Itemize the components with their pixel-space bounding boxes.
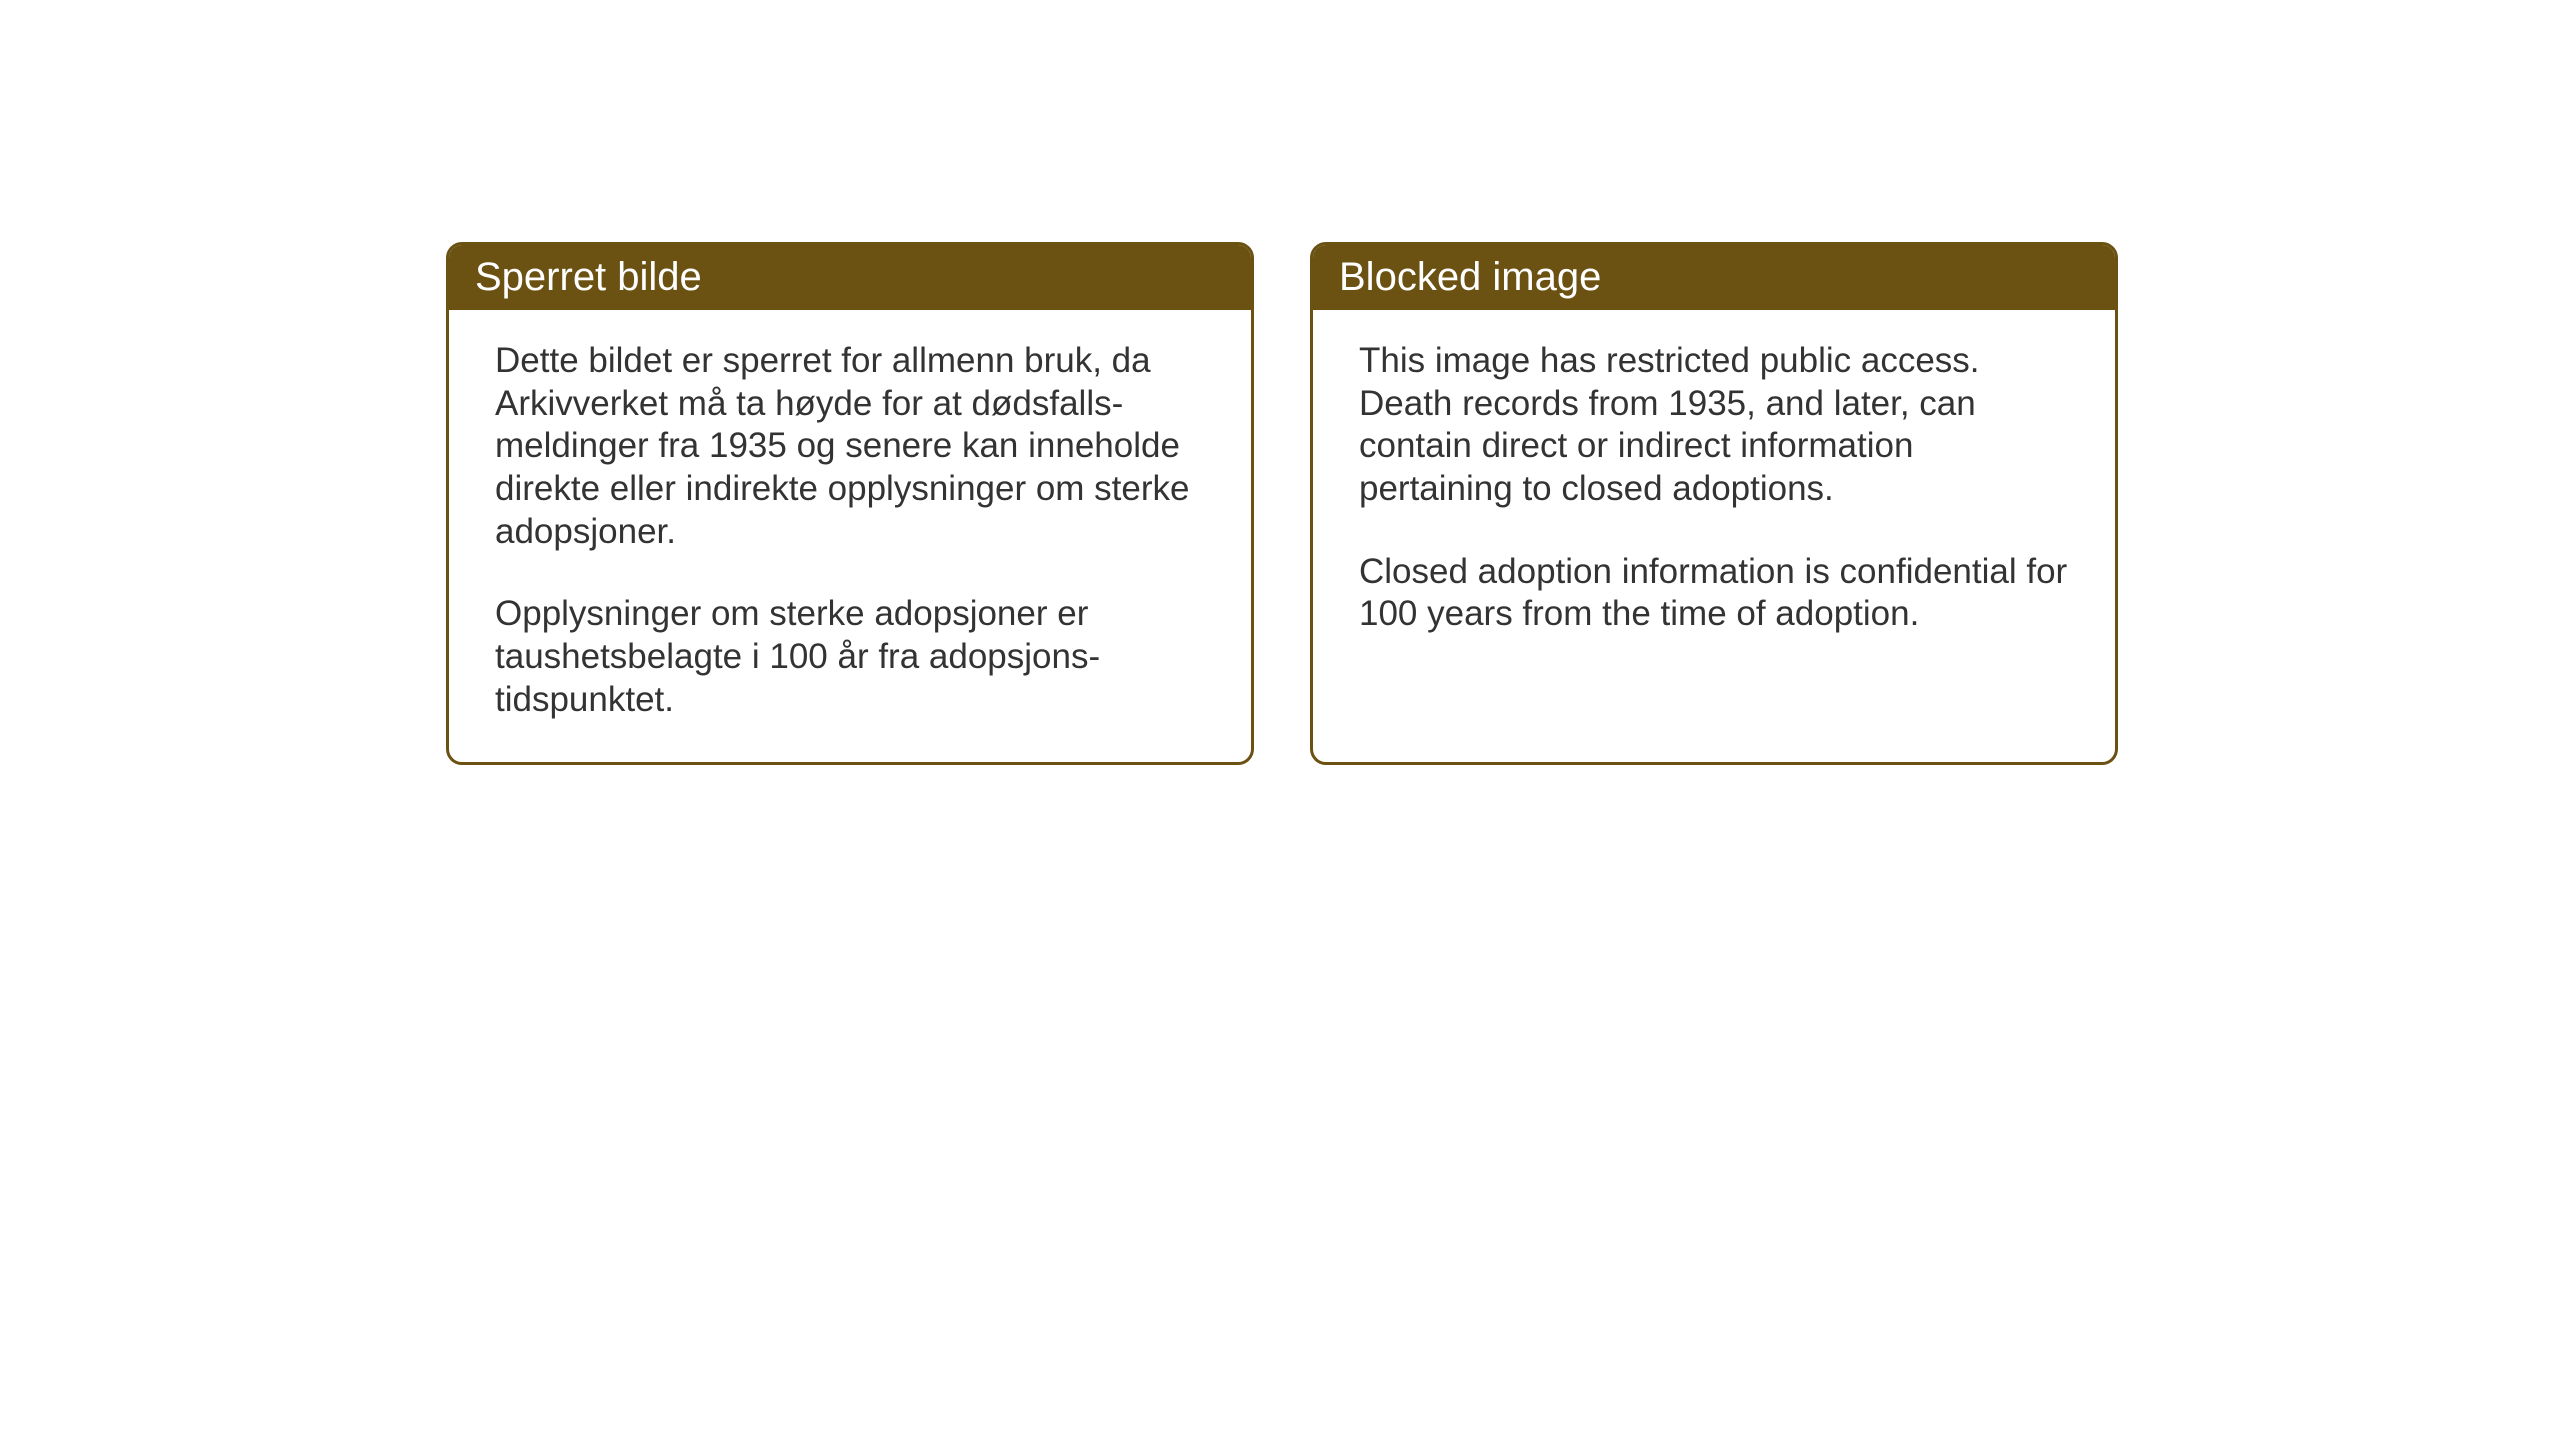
norwegian-card-title: Sperret bilde bbox=[449, 245, 1251, 310]
english-paragraph-1: This image has restricted public access.… bbox=[1359, 340, 2069, 511]
norwegian-paragraph-1: Dette bildet er sperret for allmenn bruk… bbox=[495, 340, 1205, 553]
english-notice-card: Blocked image This image has restricted … bbox=[1310, 242, 2118, 765]
norwegian-card-body: Dette bildet er sperret for allmenn bruk… bbox=[449, 310, 1251, 762]
norwegian-paragraph-2: Opplysninger om sterke adopsjoner er tau… bbox=[495, 593, 1205, 721]
english-card-title: Blocked image bbox=[1313, 245, 2115, 310]
english-card-body: This image has restricted public access.… bbox=[1313, 310, 2115, 676]
notice-cards-container: Sperret bilde Dette bildet er sperret fo… bbox=[446, 242, 2118, 765]
english-paragraph-2: Closed adoption information is confident… bbox=[1359, 551, 2069, 636]
norwegian-notice-card: Sperret bilde Dette bildet er sperret fo… bbox=[446, 242, 1254, 765]
